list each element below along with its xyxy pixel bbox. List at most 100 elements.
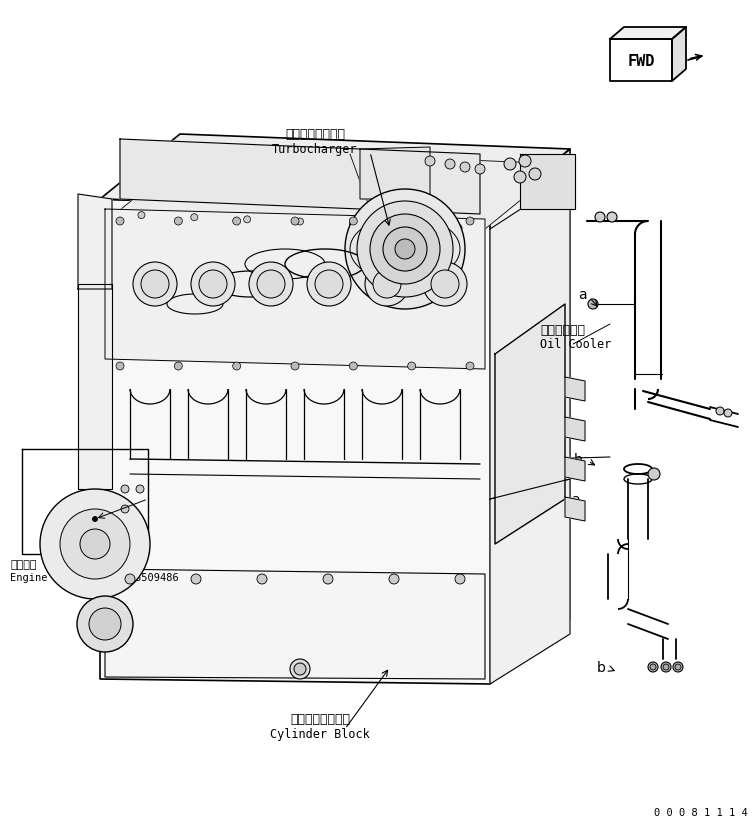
Circle shape: [519, 155, 531, 168]
Circle shape: [716, 408, 724, 415]
Circle shape: [663, 664, 669, 670]
Circle shape: [323, 574, 333, 585]
Polygon shape: [672, 28, 686, 82]
Circle shape: [445, 160, 455, 170]
Text: Oil Cooler: Oil Cooler: [540, 338, 612, 351]
Circle shape: [349, 362, 358, 370]
Circle shape: [138, 213, 145, 219]
Polygon shape: [78, 195, 112, 289]
Circle shape: [291, 218, 299, 226]
Polygon shape: [100, 135, 570, 215]
Polygon shape: [565, 497, 585, 521]
Circle shape: [77, 596, 133, 653]
Text: オイルクーラ: オイルクーラ: [540, 323, 585, 336]
Circle shape: [595, 213, 605, 222]
Circle shape: [175, 218, 182, 226]
Circle shape: [466, 362, 474, 370]
Circle shape: [648, 468, 660, 480]
Circle shape: [121, 485, 129, 494]
Polygon shape: [520, 155, 575, 210]
Text: a: a: [571, 492, 579, 506]
Text: シリンダブロック: シリンダブロック: [290, 713, 350, 725]
Circle shape: [402, 223, 409, 230]
Circle shape: [40, 490, 150, 600]
Circle shape: [175, 362, 182, 370]
Circle shape: [291, 362, 299, 370]
Circle shape: [423, 263, 467, 307]
Circle shape: [675, 664, 681, 670]
Circle shape: [395, 240, 415, 260]
Circle shape: [60, 509, 130, 579]
Circle shape: [648, 662, 658, 672]
Circle shape: [357, 202, 453, 298]
Circle shape: [373, 270, 401, 299]
Circle shape: [349, 218, 358, 226]
Circle shape: [125, 574, 135, 585]
Circle shape: [407, 362, 416, 370]
Polygon shape: [115, 150, 565, 230]
Polygon shape: [565, 378, 585, 402]
Circle shape: [383, 227, 427, 272]
Circle shape: [296, 218, 303, 226]
Polygon shape: [565, 457, 585, 481]
Circle shape: [294, 663, 306, 675]
Text: b: b: [596, 660, 606, 674]
Circle shape: [191, 574, 201, 585]
Circle shape: [504, 159, 516, 171]
Circle shape: [370, 215, 440, 284]
Polygon shape: [105, 210, 485, 370]
Circle shape: [514, 172, 526, 184]
Polygon shape: [490, 480, 570, 684]
Circle shape: [290, 659, 310, 679]
Polygon shape: [495, 304, 565, 544]
Circle shape: [389, 574, 399, 585]
Circle shape: [529, 169, 541, 181]
Circle shape: [199, 270, 227, 299]
Polygon shape: [78, 284, 112, 490]
Circle shape: [141, 270, 169, 299]
Circle shape: [588, 299, 598, 309]
Polygon shape: [100, 200, 490, 684]
Circle shape: [249, 263, 293, 307]
Circle shape: [345, 189, 465, 309]
Polygon shape: [610, 40, 672, 82]
Circle shape: [607, 213, 617, 222]
Polygon shape: [120, 140, 480, 215]
Text: 0 0 0 8 1 1 1 4: 0 0 0 8 1 1 1 4: [654, 807, 748, 817]
Text: Engine No.26500006～26509486: Engine No.26500006～26509486: [10, 572, 178, 582]
Circle shape: [257, 574, 267, 585]
Circle shape: [92, 517, 98, 522]
Text: 適用号機: 適用号機: [10, 559, 36, 569]
Circle shape: [673, 662, 683, 672]
Circle shape: [80, 529, 110, 559]
Circle shape: [407, 218, 416, 226]
Circle shape: [191, 263, 235, 307]
Circle shape: [466, 218, 474, 226]
Circle shape: [365, 263, 409, 307]
Circle shape: [136, 485, 144, 494]
Polygon shape: [105, 569, 485, 679]
Text: ターボチャージャ: ターボチャージャ: [285, 128, 345, 141]
Circle shape: [315, 270, 343, 299]
Circle shape: [650, 664, 656, 670]
Circle shape: [455, 574, 465, 585]
Text: a: a: [578, 288, 587, 302]
Circle shape: [475, 165, 485, 174]
Text: FWD: FWD: [627, 54, 655, 69]
Circle shape: [89, 609, 121, 640]
Circle shape: [257, 270, 285, 299]
Circle shape: [233, 218, 240, 226]
Text: b: b: [574, 452, 582, 466]
Polygon shape: [565, 418, 585, 442]
Circle shape: [724, 409, 732, 418]
Polygon shape: [490, 178, 570, 500]
Circle shape: [307, 263, 351, 307]
Circle shape: [116, 218, 124, 226]
Text: Turbocharger: Turbocharger: [272, 143, 358, 156]
Circle shape: [349, 221, 356, 228]
Circle shape: [191, 214, 198, 222]
Circle shape: [243, 217, 251, 223]
Text: Cylinder Block: Cylinder Block: [270, 728, 370, 741]
Circle shape: [425, 157, 435, 167]
Circle shape: [116, 362, 124, 370]
